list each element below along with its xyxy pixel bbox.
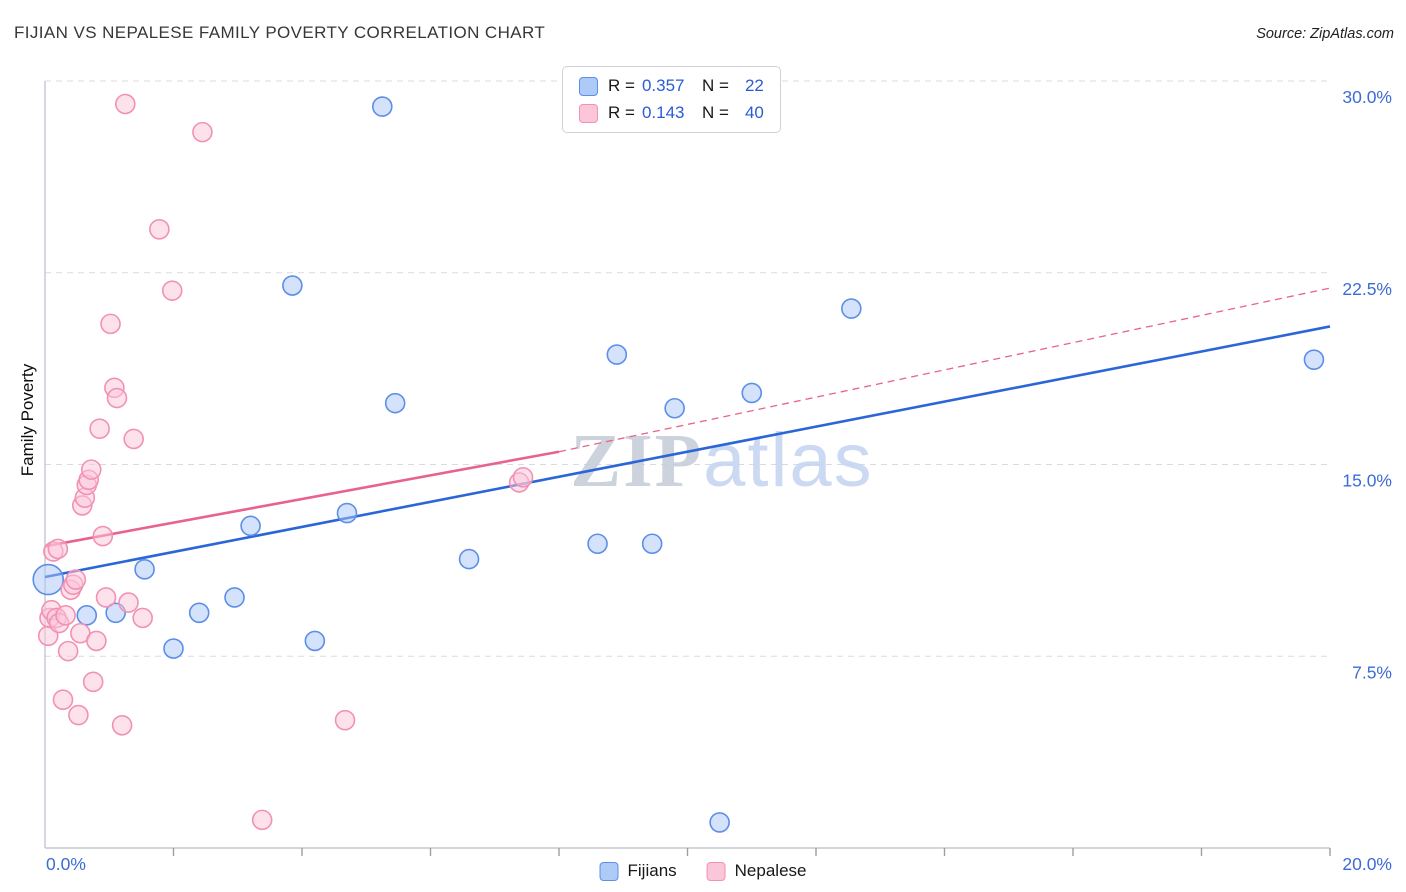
point-fijians: [606, 344, 628, 365]
y-tick-label: 15.0%: [1342, 471, 1392, 491]
n-value: 40: [744, 103, 764, 122]
legend-label-nepalese: Nepalese: [734, 861, 807, 880]
point-fijians: [304, 630, 326, 652]
legend-label-fijians: Fijians: [627, 861, 677, 880]
page-title: FIJIAN VS NEPALESE FAMILY POVERTY CORREL…: [14, 23, 546, 42]
point-fijians: [282, 275, 303, 296]
n-label: N =: [701, 103, 729, 122]
n-label: N =: [701, 76, 729, 95]
point-nepalese: [123, 428, 144, 450]
r-label: R =: [608, 76, 635, 95]
point-nepalese: [132, 607, 153, 629]
point-nepalese: [149, 218, 170, 240]
point-nepalese: [55, 605, 76, 626]
point-fijians: [458, 548, 480, 570]
point-nepalese: [89, 418, 110, 440]
point-fijians: [641, 533, 663, 555]
point-nepalese: [118, 592, 139, 613]
point-fijians: [224, 587, 245, 608]
point-nepalese: [106, 387, 128, 409]
point-fijians: [1303, 349, 1325, 370]
point-nepalese: [512, 466, 534, 488]
point-nepalese: [47, 538, 69, 560]
r-value: 0.143: [641, 103, 685, 122]
point-fijians: [664, 397, 685, 419]
point-fijians: [240, 515, 261, 537]
point-nepalese: [251, 809, 273, 831]
point-fijians: [372, 96, 393, 117]
x-tick-label-left: 0.0%: [46, 854, 86, 874]
legend-item-fijians: Fijians: [599, 861, 677, 881]
nepalese-swatch-icon: [706, 861, 726, 881]
point-fijians: [134, 559, 155, 580]
point-nepalese: [111, 714, 133, 736]
point-nepalese: [161, 280, 183, 301]
y-tick-label: 30.0%: [1342, 87, 1392, 107]
point-nepalese: [95, 587, 117, 608]
point-nepalese: [100, 313, 121, 335]
y-tick-label: 22.5%: [1342, 279, 1392, 299]
point-nepalese: [334, 709, 356, 731]
point-nepalese: [52, 689, 74, 711]
point-fijians: [709, 812, 730, 833]
point-fijians: [587, 533, 608, 555]
point-nepalese: [57, 640, 79, 662]
point-fijians: [188, 602, 210, 624]
point-nepalese: [192, 121, 213, 143]
point-fijians: [841, 298, 862, 319]
point-nepalese: [115, 93, 136, 115]
point-nepalese: [65, 569, 87, 590]
r-label: R =: [608, 103, 635, 122]
trend-line-fijians: [44, 325, 1331, 579]
trend-line-nepalese: [44, 450, 560, 548]
point-fijians: [163, 638, 184, 659]
point-fijians: [32, 563, 65, 596]
series-legend: Fijians Nepalese: [593, 859, 813, 883]
legend-row-nepalese: R = 0.143 N = 40: [579, 103, 764, 123]
correlation-legend-box: R = 0.357 N = 22 R = 0.143 N = 40: [562, 66, 781, 133]
point-fijians: [76, 605, 98, 626]
point-fijians: [741, 382, 763, 404]
fijians-swatch-icon: [579, 76, 598, 96]
fijians-swatch-icon: [599, 861, 619, 881]
point-nepalese: [92, 525, 114, 547]
legend-item-nepalese: Nepalese: [706, 861, 807, 881]
source-attribution: Source: ZipAtlas.com: [1256, 26, 1394, 42]
point-nepalese: [68, 704, 89, 726]
point-fijians: [336, 502, 358, 524]
legend-row-fijians: R = 0.357 N = 22: [579, 76, 764, 96]
y-axis-title: Family Poverty: [18, 363, 37, 477]
point-fijians: [384, 392, 406, 414]
x-tick-label-right: 20.0%: [1342, 854, 1392, 874]
y-tick-label: 7.5%: [1352, 662, 1392, 682]
point-nepalese: [82, 671, 104, 693]
zipatlas-watermark: ZIPatlas: [570, 418, 873, 503]
n-value: 22: [744, 76, 764, 95]
point-nepalese: [86, 630, 107, 652]
point-nepalese: [80, 459, 102, 480]
r-value: 0.357: [641, 76, 685, 95]
nepalese-swatch-icon: [579, 103, 598, 123]
